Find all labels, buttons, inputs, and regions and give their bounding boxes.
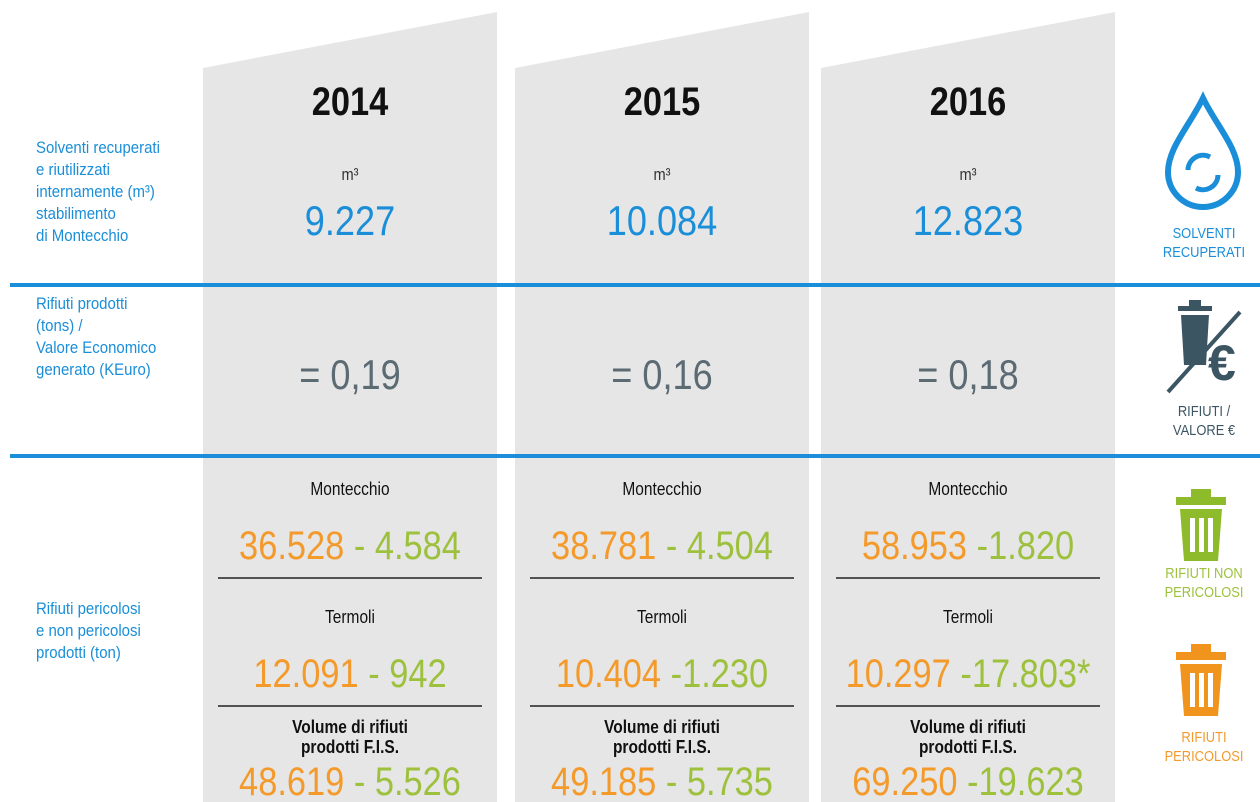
row-label: generato (KEuro) bbox=[36, 360, 151, 379]
row-label: di Montecchio bbox=[36, 226, 129, 245]
hazardous-value: 12.091 bbox=[253, 652, 359, 696]
unit: m³ bbox=[341, 165, 359, 184]
icon-label: RIFIUTI / bbox=[1177, 403, 1231, 420]
non-hazardous-value: -1.230 bbox=[670, 652, 769, 696]
column-panel bbox=[203, 12, 497, 802]
site-name: Termoli bbox=[637, 607, 687, 627]
hazardous-icon bbox=[1176, 644, 1226, 716]
waste-values: 12.091 - 942 bbox=[253, 654, 446, 694]
waste-values: 10.297 -17.803* bbox=[846, 654, 1091, 694]
site-name: Montecchio bbox=[622, 479, 702, 499]
icon-label: PERICOLOSI bbox=[1164, 584, 1244, 601]
icon-label: RECUPERATI bbox=[1162, 244, 1246, 261]
site-name: prodotti F.I.S. bbox=[918, 737, 1018, 757]
value: = 0,18 bbox=[917, 351, 1019, 398]
site-name: Volume di rifiuti bbox=[604, 717, 720, 737]
value: 9.227 bbox=[304, 197, 396, 244]
row-divider bbox=[10, 283, 1260, 287]
value: 10.084 bbox=[606, 197, 718, 244]
rules bbox=[218, 577, 1100, 707]
site-name: prodotti F.I.S. bbox=[300, 737, 400, 757]
waste-values: 10.404 -1.230 bbox=[556, 654, 768, 694]
non-hazardous-icon bbox=[1176, 489, 1226, 561]
hazardous-value: 58.953 bbox=[861, 524, 968, 568]
non-hazardous-value: - 942 bbox=[368, 652, 447, 696]
site-name: prodotti F.I.S. bbox=[612, 737, 712, 757]
solvent-icon bbox=[1164, 91, 1242, 210]
value: = 0,19 bbox=[299, 351, 401, 398]
row-label: stabilimento bbox=[36, 204, 116, 223]
icon-label: SOLVENTI bbox=[1172, 225, 1236, 242]
waste-values: 36.528 - 4.584 bbox=[239, 526, 461, 566]
hazardous-value: 10.297 bbox=[845, 652, 951, 696]
waste-values: 48.619 - 5.526 bbox=[239, 762, 461, 802]
row-label: e riutilizzati bbox=[36, 160, 111, 179]
unit: m³ bbox=[653, 165, 671, 184]
icon-label: RIFIUTI NON bbox=[1165, 565, 1243, 582]
non-hazardous-value: -19.623 bbox=[967, 760, 1084, 802]
year: 2016 bbox=[929, 80, 1007, 124]
row-label: e non pericolosi bbox=[36, 621, 141, 640]
row-label: Valore Economico bbox=[36, 338, 157, 357]
icon-label: PERICOLOSI bbox=[1164, 748, 1244, 765]
non-hazardous-value: - 4.504 bbox=[665, 524, 773, 568]
hazardous-value: 38.781 bbox=[551, 524, 657, 568]
row-label: Solventi recuperati bbox=[36, 138, 160, 157]
hazardous-value: 69.250 bbox=[852, 760, 958, 802]
row-label: (tons) / bbox=[36, 316, 83, 335]
icon-label: RIFIUTI bbox=[1181, 729, 1227, 746]
site-name: Volume di rifiuti bbox=[292, 717, 408, 737]
non-hazardous-value: - 5.735 bbox=[665, 760, 773, 802]
waste-value-icon: € bbox=[1166, 300, 1242, 394]
value: 12.823 bbox=[912, 197, 1024, 244]
hazardous-value: 49.185 bbox=[551, 760, 657, 802]
hazardous-value: 36.528 bbox=[239, 524, 345, 568]
waste-values: 38.781 - 4.504 bbox=[551, 526, 773, 566]
year: 2014 bbox=[311, 80, 389, 124]
site-name: Termoli bbox=[325, 607, 375, 627]
row-label: Rifiuti pericolosi bbox=[36, 599, 141, 618]
unit: m³ bbox=[959, 165, 977, 184]
waste-values: 58.953 -1.820 bbox=[862, 526, 1074, 566]
non-hazardous-value: -17.803* bbox=[960, 652, 1091, 696]
site-name: Montecchio bbox=[310, 479, 390, 499]
hazardous-value: 10.404 bbox=[555, 652, 662, 696]
non-hazardous-value: - 4.584 bbox=[353, 524, 461, 568]
row-label: internamente (m³) bbox=[36, 182, 155, 201]
value: = 0,16 bbox=[611, 351, 713, 398]
row-label: Rifiuti prodotti bbox=[36, 294, 128, 313]
hazardous-value: 48.619 bbox=[239, 760, 345, 802]
site-name: Montecchio bbox=[928, 479, 1008, 499]
non-hazardous-value: -1.820 bbox=[976, 524, 1075, 568]
icon-label: VALORE € bbox=[1172, 422, 1236, 439]
non-hazardous-value: - 5.526 bbox=[353, 760, 461, 802]
site-name: Volume di rifiuti bbox=[910, 717, 1026, 737]
waste-values: 49.185 - 5.735 bbox=[551, 762, 773, 802]
year: 2015 bbox=[623, 80, 701, 124]
row-divider bbox=[10, 454, 1260, 458]
column-panel bbox=[515, 12, 809, 802]
column-panel bbox=[821, 12, 1115, 802]
row-label: prodotti (ton) bbox=[36, 643, 121, 662]
site-name: Termoli bbox=[943, 607, 993, 627]
waste-values: 69.250 -19.623 bbox=[852, 762, 1083, 802]
